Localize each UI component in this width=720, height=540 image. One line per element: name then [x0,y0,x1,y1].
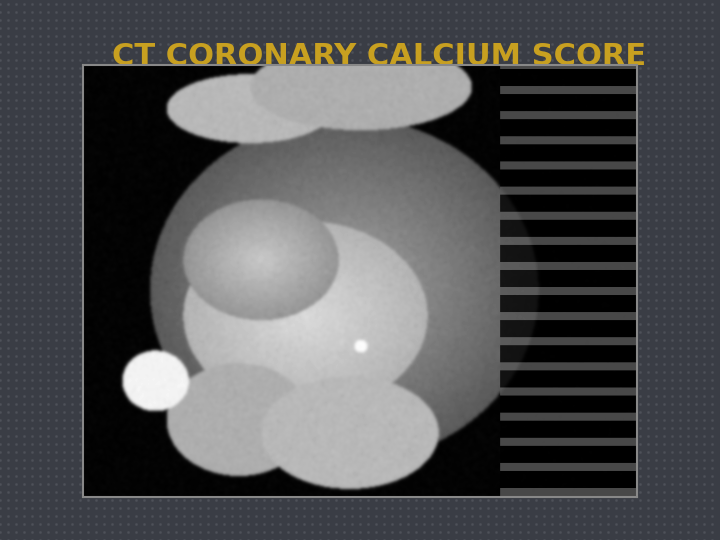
Text: CT CORONARY CALCIUM SCORE: CT CORONARY CALCIUM SCORE [112,42,646,71]
